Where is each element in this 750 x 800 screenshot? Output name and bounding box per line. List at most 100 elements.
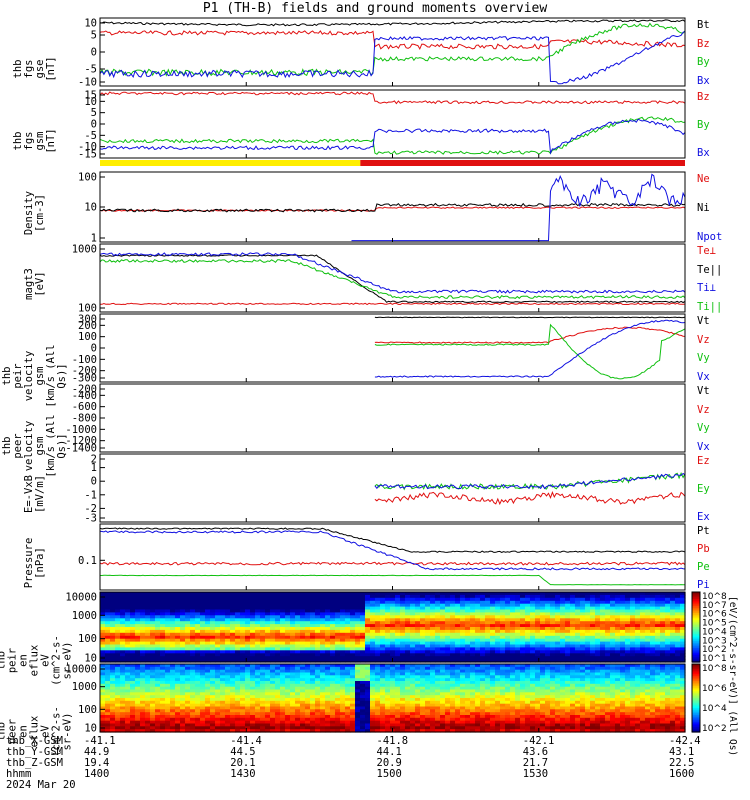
y-tick-label: -1000: [65, 424, 97, 436]
y-axis-label-temperature: magt3 [eV]: [23, 268, 46, 300]
series-fgs_gsm-2: [99, 118, 686, 155]
legend-efield-0: Ez: [697, 455, 710, 467]
colorbar-cell: [692, 691, 700, 694]
colorbar-cell: [692, 718, 700, 721]
legend-density-1: Ni: [697, 202, 710, 214]
series-pressure-0: [99, 527, 686, 553]
colorbar-cell: [692, 602, 700, 605]
y-tick-label: -1400: [65, 443, 97, 455]
colorbar-cell: [692, 616, 700, 619]
y-tick-label: 0.1: [78, 555, 97, 567]
y-tick-label: -200: [72, 384, 97, 396]
colorbar-cell: [692, 632, 700, 635]
colorbar-cell: [692, 675, 700, 679]
y-tick-label: -300: [72, 373, 97, 385]
colorbar-cell: [692, 730, 700, 733]
colorbar-cell: [692, 593, 700, 597]
y-tick-label: 1: [91, 233, 97, 245]
y-tick-label: 100: [78, 331, 97, 343]
colorbar-cell: [692, 669, 700, 672]
colorbar-cell: [692, 641, 700, 644]
series-efield-0: [374, 491, 686, 506]
colorbar-cell: [692, 692, 700, 696]
y-tick-label: -400: [72, 390, 97, 402]
y-tick-label: 200: [78, 320, 97, 332]
series-fgs_gsm-1: [99, 116, 686, 155]
colorbar-cell: [692, 625, 700, 628]
colorbar-cell: [692, 679, 700, 682]
y-tick-label: 0: [91, 343, 97, 355]
spectrogram-peir_eflux: [100, 592, 686, 663]
colorbar-cell: [692, 618, 700, 621]
ephemeris-label-2: thb_Z-GSM: [6, 757, 63, 769]
series-temperature-1: [99, 254, 686, 304]
legend-pressure-3: Pi: [697, 579, 710, 591]
series-density-1: [99, 202, 686, 213]
panel-frame-temperature: [99, 243, 686, 313]
colorbar-cell: [692, 670, 700, 674]
colorbar-cell: [692, 635, 700, 639]
ephemeris-value: 44.5: [230, 746, 256, 758]
panel-frame-peer_velocity: [99, 383, 686, 453]
y-tick-label: 100: [78, 633, 97, 645]
y-tick-label: 0: [91, 476, 97, 488]
colorbar-cell: [692, 604, 700, 607]
y-tick-label: -200: [72, 365, 97, 377]
legend-temperature-2: Ti⊥: [697, 282, 716, 295]
colorbar-cell: [692, 696, 700, 699]
y-tick-label: -10: [78, 141, 97, 153]
colorbar-label: [eV/(cm^2-s-sr-eV)] (All Qs): [727, 596, 738, 757]
colorbar-cell: [692, 720, 700, 723]
legend-pressure-1: Pb: [697, 543, 710, 555]
y-tick-label: -10: [78, 77, 97, 89]
colorbar-cell: [692, 682, 700, 685]
colorbar-cell: [692, 723, 700, 726]
colorbar-tick-label: 10^6: [702, 684, 727, 694]
colorbar-cell: [692, 694, 700, 697]
series-temperature-0: [99, 302, 686, 306]
y-tick-label: 10: [84, 653, 97, 665]
colorbar-cell: [692, 706, 700, 709]
colorbar-tick-label: 10^2: [702, 724, 727, 734]
colorbar-cell: [692, 684, 700, 687]
colorbar-cell: [692, 634, 700, 637]
legend-peir_velocity-3: Vx: [697, 371, 710, 383]
series-fgs_gse-0: [99, 19, 686, 27]
colorbar-cell: [692, 649, 700, 653]
series-peir_velocity-0: [374, 316, 686, 319]
colorbar-cell: [692, 630, 700, 633]
colorbar-cell: [692, 623, 700, 626]
legend-efield-1: Ey: [697, 483, 710, 495]
colorbar-cell: [692, 721, 700, 725]
colorbar-cell: [692, 609, 700, 612]
y-tick-label: 10: [84, 202, 97, 214]
y-tick-label: 0: [91, 119, 97, 131]
series-efield-2: [374, 472, 686, 490]
colorbar-cell: [692, 699, 700, 702]
y-tick-label: 10000: [65, 592, 97, 604]
ephemeris-value: 1430: [230, 768, 256, 780]
colorbar-tick-label: 10^7: [702, 601, 727, 611]
colorbar-cell: [692, 639, 700, 642]
ephemeris-value: 22.5: [669, 757, 695, 769]
colorbar-cell: [692, 595, 700, 598]
ephemeris-value: -42.1: [522, 735, 555, 747]
y-tick-label: 1000: [72, 610, 97, 622]
y-tick-label: -600: [72, 401, 97, 413]
colorbar-cell: [692, 606, 700, 609]
colorbar-tick-label: 10^8: [702, 592, 727, 602]
colorbar-cell: [692, 715, 700, 718]
colorbar-frame: [691, 663, 701, 733]
legend-pressure-0: Pt: [697, 525, 710, 537]
ephemeris-value: -41.4: [230, 735, 262, 747]
legend-peer_velocity-1: Vz: [697, 403, 710, 416]
legend-fgs_gse-3: Bx: [697, 75, 710, 87]
colorbar-cell: [692, 686, 700, 689]
ephemeris-label-3: hhmm: [6, 768, 32, 780]
legend-fgs_gse-2: By: [697, 56, 710, 69]
ephemeris-value: -42.4: [669, 735, 701, 747]
ephemeris-value: 1500: [376, 768, 402, 780]
series-peir_velocity-3: [374, 319, 686, 378]
colorbar-tick-label: 10^2: [702, 645, 727, 655]
legend-fgs_gsm-1: By: [697, 119, 710, 131]
